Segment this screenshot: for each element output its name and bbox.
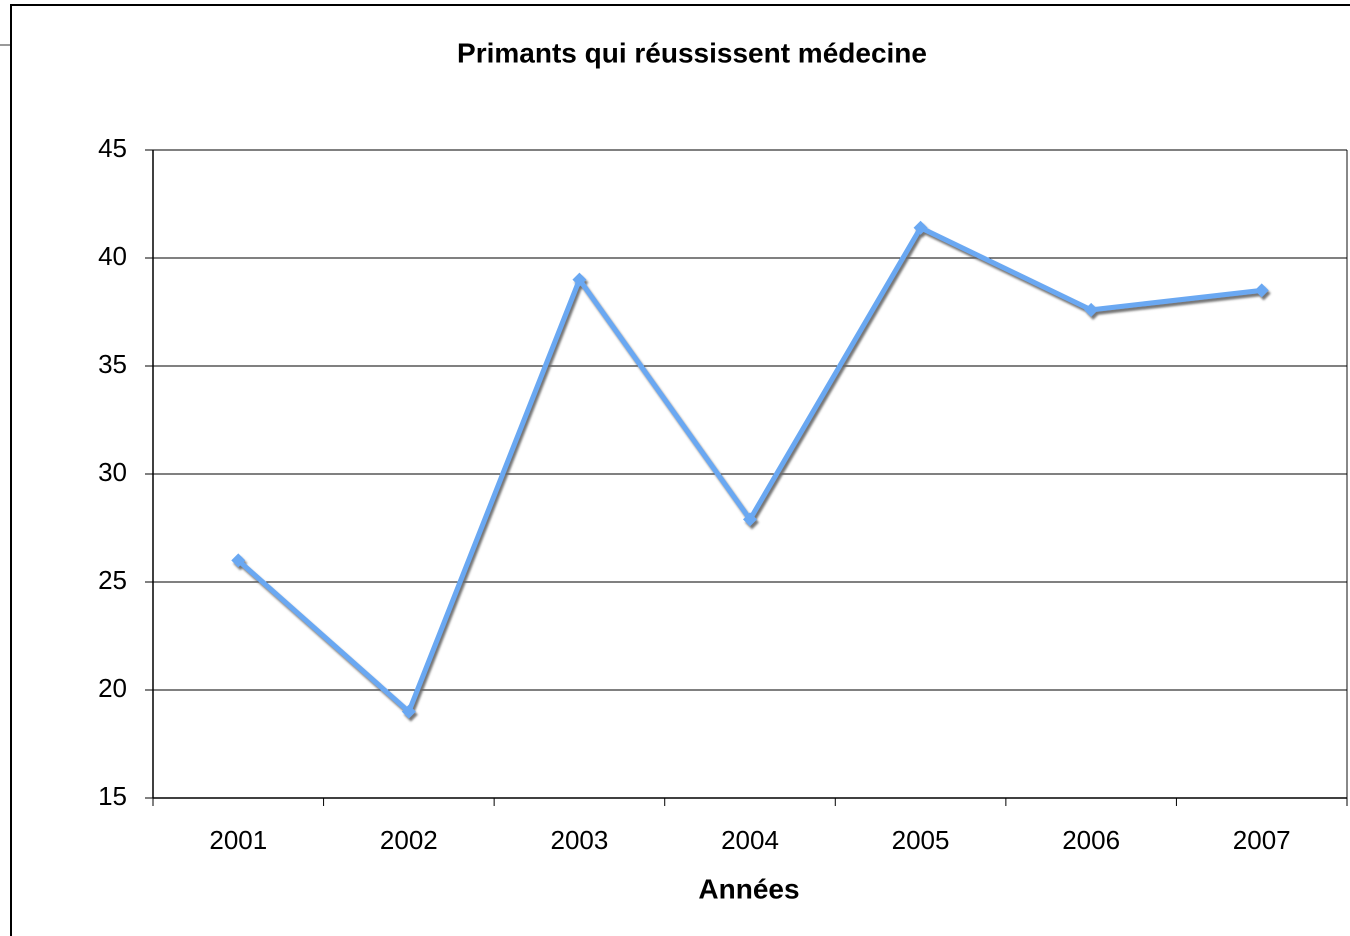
chart-title: Primants qui réussissent médecine [457, 37, 927, 68]
x-tick-label: 2004 [721, 825, 779, 855]
y-tick-label: 40 [98, 241, 127, 271]
x-tick-label: 2003 [551, 825, 609, 855]
marker [913, 220, 928, 235]
series [231, 220, 1269, 719]
x-tick-label: 2007 [1233, 825, 1291, 855]
marker [743, 512, 757, 527]
x-axis-title: Années [698, 873, 799, 904]
x-tick-label: 2002 [380, 825, 438, 855]
x-tick-label: 2005 [892, 825, 950, 855]
x-tick-label: 2006 [1062, 825, 1120, 855]
y-tick-label: 25 [98, 565, 127, 595]
marker [572, 272, 587, 287]
y-tick-label: 35 [98, 349, 127, 379]
marker [1084, 302, 1099, 317]
y-tick-label: 15 [98, 781, 127, 811]
marker [401, 704, 416, 719]
x-tick-label: 2001 [209, 825, 267, 855]
y-tick-label: 20 [98, 673, 127, 703]
marker [231, 553, 246, 568]
line [236, 225, 1262, 715]
y-tick-label: 30 [98, 457, 127, 487]
marker [1254, 283, 1269, 298]
y-tick-label: 45 [98, 133, 127, 163]
chart-frame [10, 4, 1350, 936]
